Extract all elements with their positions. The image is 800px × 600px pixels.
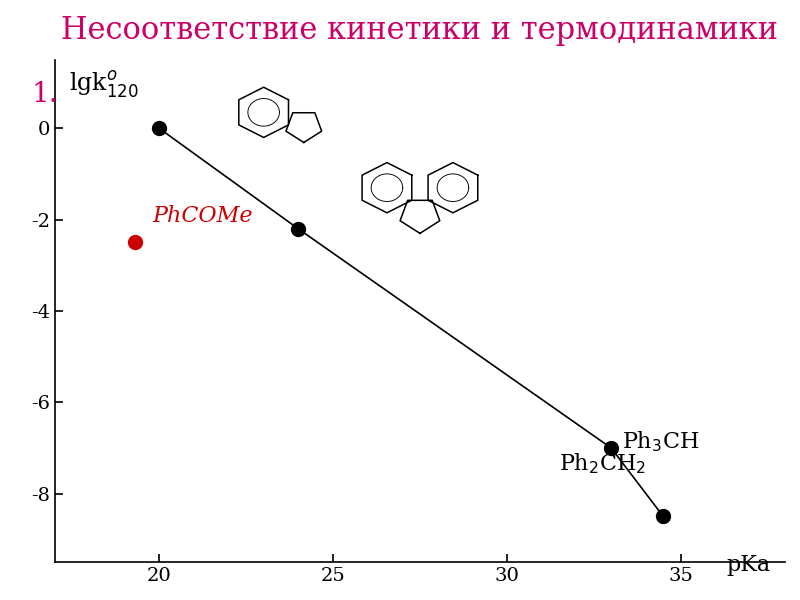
Point bbox=[605, 443, 618, 453]
Point bbox=[657, 512, 670, 521]
Title: Несоответствие кинетики и термодинамики: Несоответствие кинетики и термодинамики bbox=[62, 15, 778, 46]
Text: PhCOMe: PhCOMe bbox=[152, 205, 253, 227]
Text: Ph$_2$CH$_2$: Ph$_2$CH$_2$ bbox=[559, 452, 646, 476]
Text: pKa: pKa bbox=[726, 554, 770, 576]
Text: Ph$_3$CH: Ph$_3$CH bbox=[622, 429, 699, 454]
Point bbox=[129, 238, 142, 247]
Point bbox=[153, 124, 166, 133]
Point bbox=[292, 224, 305, 233]
Text: 1.: 1. bbox=[32, 81, 58, 108]
Text: lgk$_{120}^{o}$: lgk$_{120}^{o}$ bbox=[69, 69, 138, 100]
